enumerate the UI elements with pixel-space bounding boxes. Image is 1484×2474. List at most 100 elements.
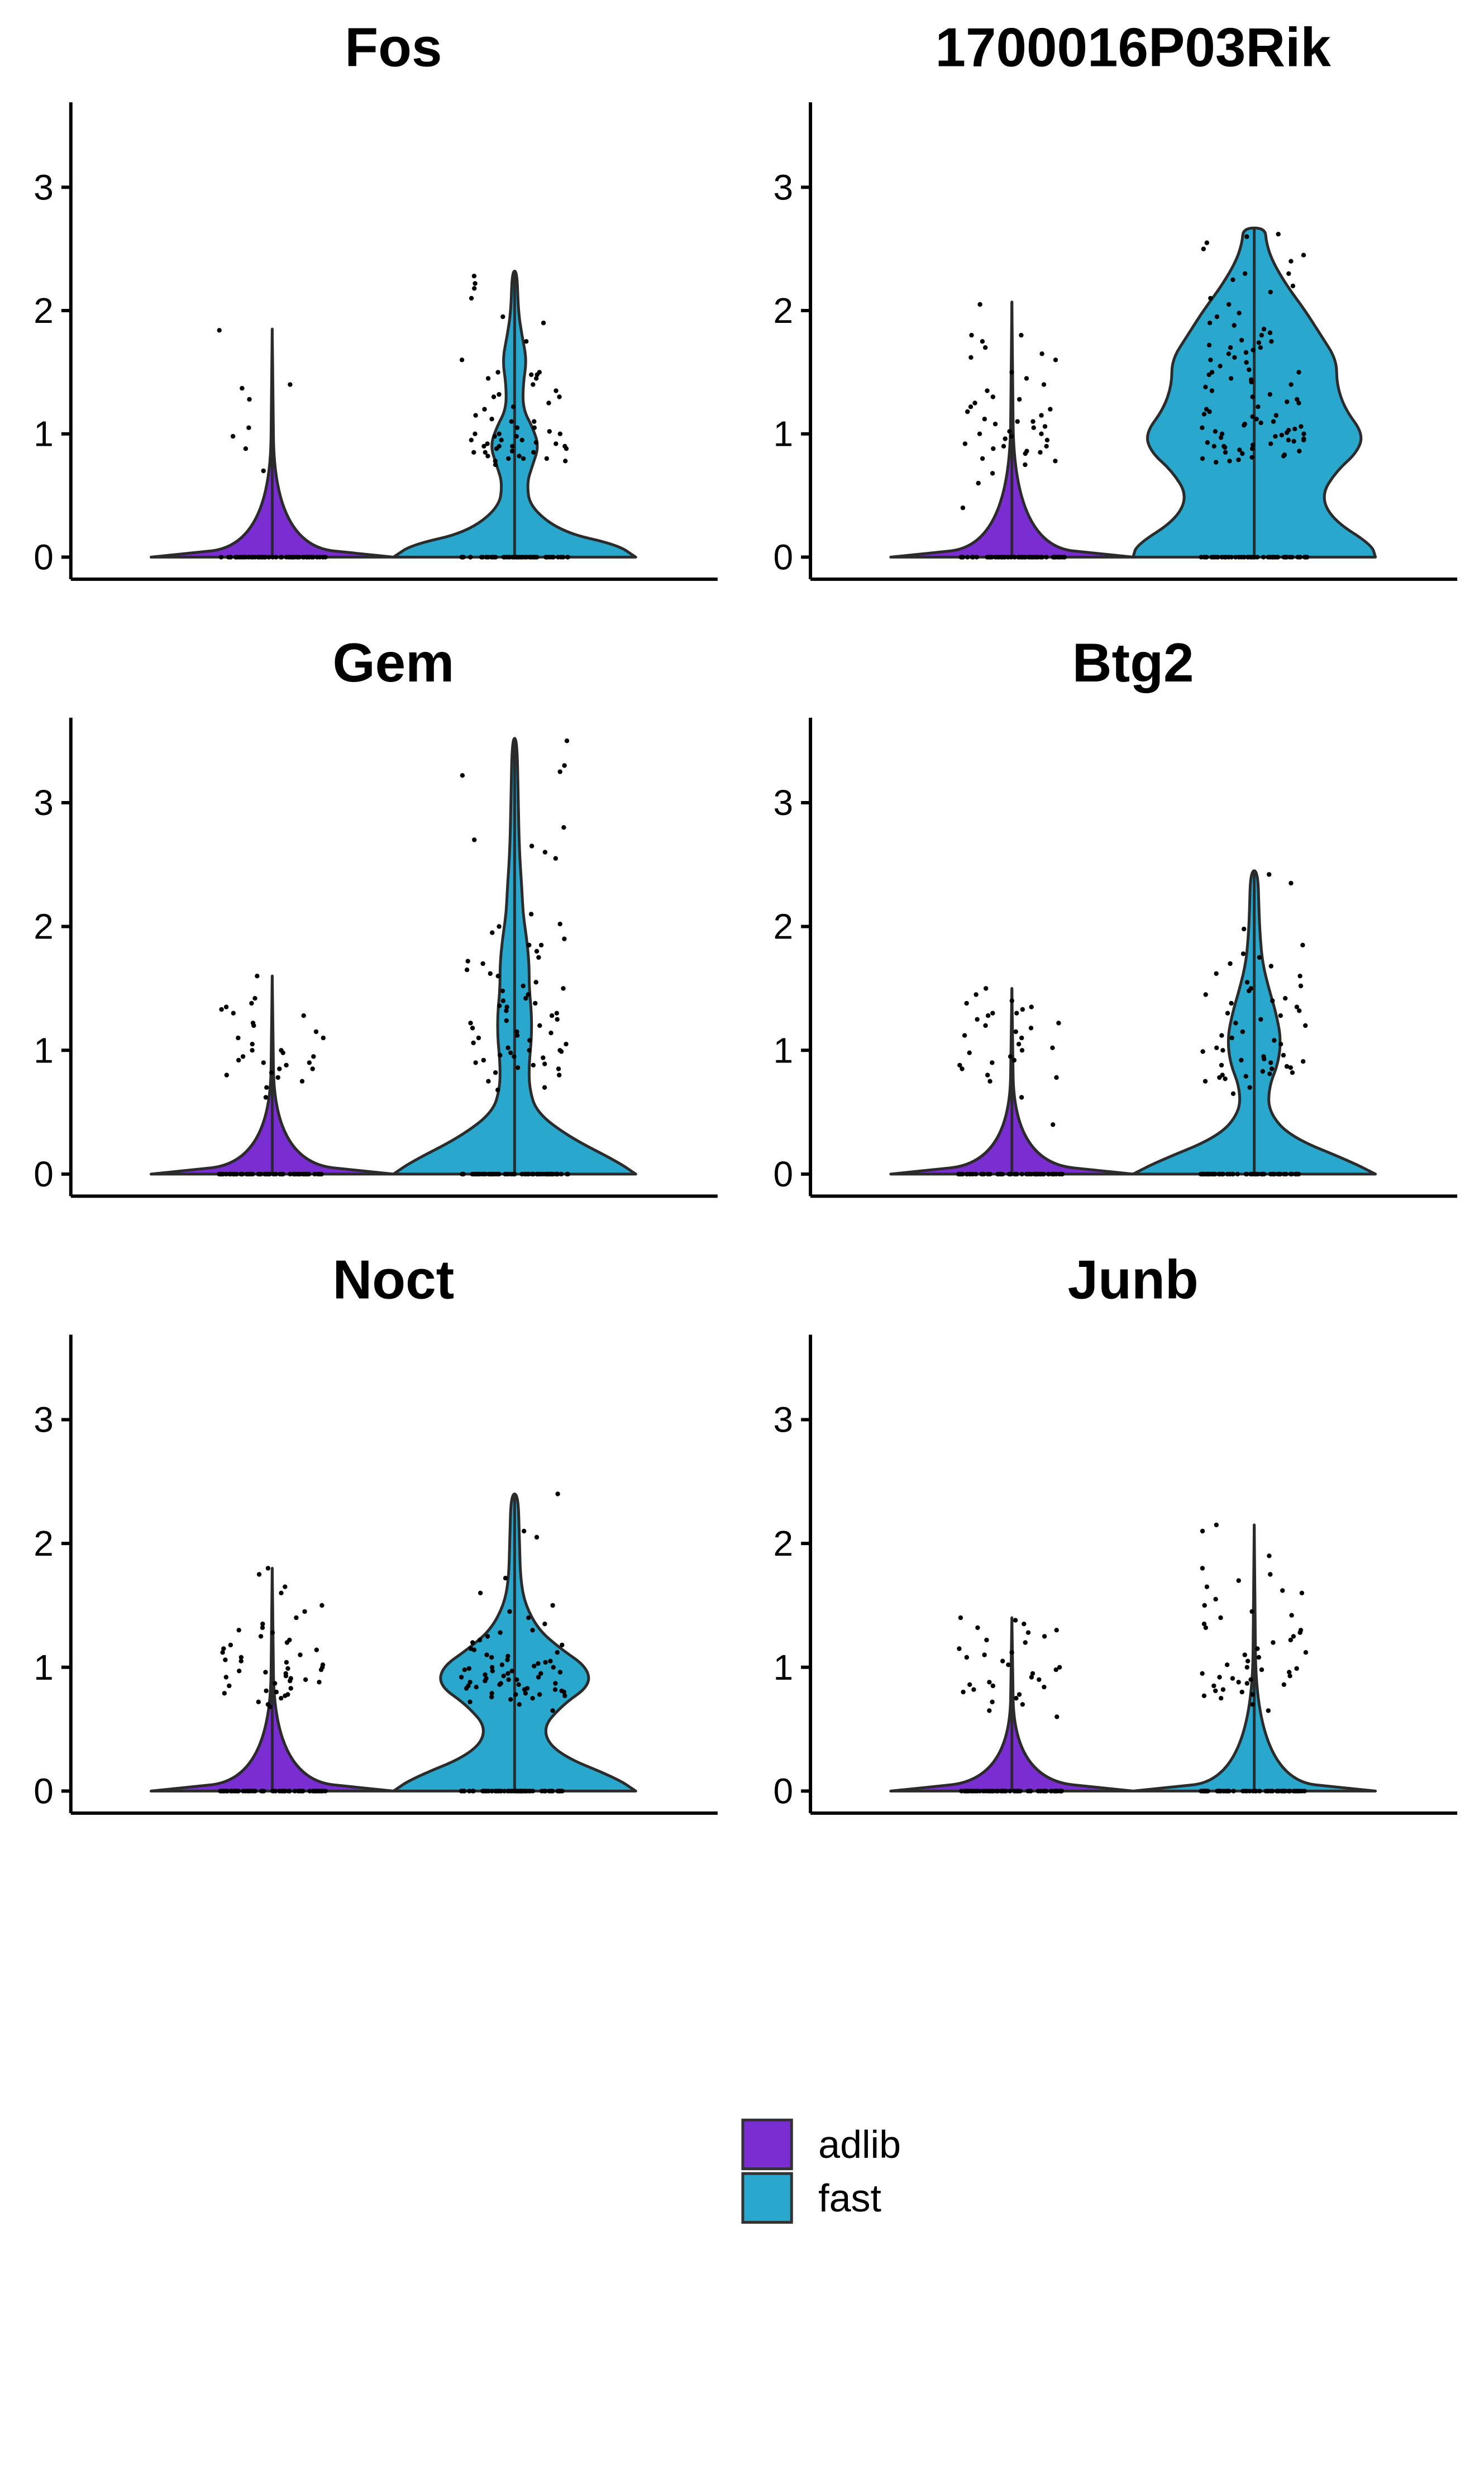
data-point xyxy=(990,394,996,399)
data-point-zero xyxy=(492,555,497,560)
data-point xyxy=(1268,1060,1273,1065)
data-point-zero xyxy=(1271,1171,1276,1177)
data-point-zero xyxy=(1277,1171,1282,1177)
data-point xyxy=(1019,332,1024,338)
data-point xyxy=(1213,1688,1218,1694)
y-tick-label: 2 xyxy=(773,907,793,947)
data-point xyxy=(514,1677,519,1682)
data-point xyxy=(470,1640,475,1645)
data-point-zero xyxy=(1270,555,1275,560)
data-point xyxy=(1268,289,1273,295)
data-point xyxy=(319,1603,325,1608)
data-point-zero xyxy=(1261,555,1266,560)
data-point xyxy=(1283,996,1288,1001)
data-point xyxy=(1022,1622,1027,1627)
data-point-zero xyxy=(1008,1171,1013,1177)
data-point xyxy=(490,930,495,935)
data-point xyxy=(1024,449,1029,454)
data-point xyxy=(1023,1640,1028,1645)
data-point xyxy=(1207,320,1213,326)
data-point xyxy=(270,1630,275,1635)
data-point-zero xyxy=(532,555,537,560)
data-point-zero xyxy=(1303,555,1309,560)
data-point xyxy=(1050,1045,1055,1051)
data-point xyxy=(310,1066,315,1071)
data-point xyxy=(466,1666,471,1671)
data-point xyxy=(313,1029,319,1035)
data-point xyxy=(1203,992,1208,997)
data-point xyxy=(990,1699,995,1704)
data-point xyxy=(514,433,519,439)
data-point-zero xyxy=(1225,1789,1230,1794)
data-point-zero xyxy=(511,555,517,560)
data-point xyxy=(985,388,990,393)
data-point xyxy=(1223,450,1228,455)
data-point xyxy=(493,462,498,468)
data-point xyxy=(1244,360,1249,365)
data-point-zero xyxy=(958,1171,964,1177)
data-point xyxy=(541,320,546,326)
data-point xyxy=(1237,311,1242,316)
data-point xyxy=(554,1010,559,1016)
data-point xyxy=(967,1682,972,1687)
data-point-zero xyxy=(1219,1171,1225,1177)
data-point xyxy=(1214,460,1219,465)
data-point xyxy=(968,404,974,409)
data-point xyxy=(1230,277,1235,282)
data-point xyxy=(485,454,490,459)
data-point xyxy=(1271,1640,1276,1645)
data-point-zero xyxy=(1024,1171,1029,1177)
data-point xyxy=(243,446,249,451)
data-point xyxy=(1056,1021,1061,1026)
data-point xyxy=(1267,330,1273,335)
data-point-zero xyxy=(1062,555,1067,560)
data-point-zero xyxy=(492,1171,497,1177)
data-point xyxy=(1256,404,1261,409)
data-point xyxy=(1227,302,1232,307)
data-point-zero xyxy=(522,555,527,560)
data-point-zero xyxy=(967,1171,973,1177)
data-point xyxy=(1269,339,1274,344)
y-tick-label: 1 xyxy=(34,1647,54,1688)
data-point-zero xyxy=(522,1789,527,1794)
data-point xyxy=(1242,271,1248,276)
data-point xyxy=(495,1088,500,1093)
data-point xyxy=(462,1667,467,1672)
data-point xyxy=(1054,1714,1060,1719)
data-point xyxy=(1015,419,1020,424)
y-tick-label: 1 xyxy=(773,414,793,454)
data-point xyxy=(285,1666,290,1671)
data-point xyxy=(311,1054,316,1059)
data-point xyxy=(987,1079,992,1084)
data-point xyxy=(519,437,524,442)
data-point xyxy=(1250,1692,1255,1697)
data-point-zero xyxy=(292,1789,297,1794)
data-point xyxy=(288,382,293,387)
data-point xyxy=(508,1697,513,1702)
data-point xyxy=(489,417,494,422)
data-point xyxy=(500,988,505,994)
data-point xyxy=(252,996,257,1001)
data-point-zero xyxy=(286,1789,291,1794)
data-point xyxy=(288,1686,293,1691)
data-point xyxy=(521,456,526,461)
data-point xyxy=(984,986,989,991)
data-point xyxy=(264,1085,269,1090)
data-point xyxy=(283,1584,288,1589)
data-point-zero xyxy=(965,555,970,560)
data-point xyxy=(486,1079,491,1084)
data-point xyxy=(1268,964,1273,969)
data-point-zero xyxy=(228,1171,233,1177)
data-point xyxy=(556,1066,561,1071)
y-tick-label: 2 xyxy=(34,290,54,331)
data-point-zero xyxy=(980,1171,985,1177)
data-point xyxy=(1284,1064,1290,1069)
data-point-zero xyxy=(462,1789,467,1794)
data-point xyxy=(504,1008,509,1013)
data-point xyxy=(965,409,970,414)
data-point-zero xyxy=(505,1789,510,1794)
data-point xyxy=(1051,1122,1056,1127)
data-point xyxy=(317,1680,322,1685)
data-point xyxy=(542,1085,547,1090)
panel-1700016p03rik: 1700016P03Rik 0 1 2 3 xyxy=(773,17,1458,581)
